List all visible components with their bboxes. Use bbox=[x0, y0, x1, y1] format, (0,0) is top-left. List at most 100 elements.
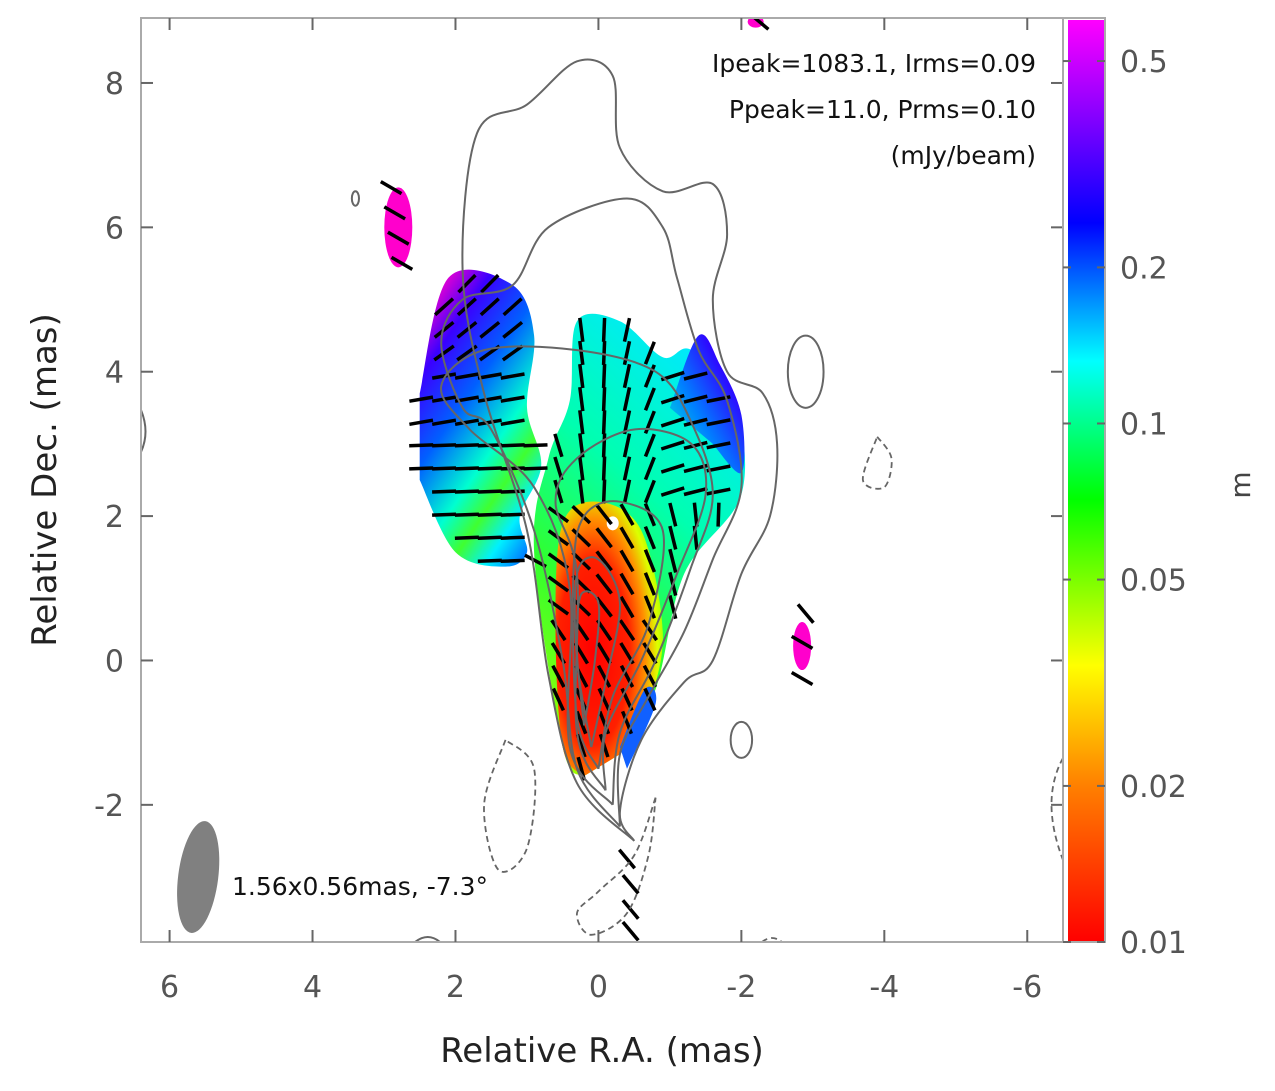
contour-edge-right bbox=[1050, 757, 1063, 861]
contour-level-7 bbox=[575, 590, 601, 726]
evpa-vector bbox=[409, 395, 434, 403]
contour-edge-left bbox=[141, 409, 147, 453]
evpa-vector bbox=[500, 372, 525, 380]
contour-edge-bottom-1 bbox=[414, 936, 441, 942]
evpa-vector bbox=[578, 363, 585, 389]
evpa-vector bbox=[601, 387, 607, 412]
evpa-vector bbox=[668, 548, 678, 573]
evpa-vector bbox=[622, 317, 632, 342]
evpa-vector bbox=[683, 371, 708, 381]
evpa-vector bbox=[500, 395, 525, 403]
evpa-vector bbox=[454, 372, 479, 380]
evpa-vector bbox=[619, 595, 635, 619]
annotation-line-1: Ipeak=1083.1, Irms=0.09 bbox=[712, 49, 1036, 78]
evpa-vector bbox=[619, 503, 635, 526]
y-tick-label: 0 bbox=[105, 644, 124, 679]
evpa-vector bbox=[571, 505, 592, 525]
y-axis-ticks: 8 6 4 2 0 -2 bbox=[94, 67, 1063, 824]
evpa-vector bbox=[642, 664, 658, 688]
colorbar-tick-label: 0.5 bbox=[1120, 45, 1168, 80]
evpa-vector bbox=[601, 456, 607, 481]
evpa-vector bbox=[660, 440, 685, 451]
negative-contour-3 bbox=[861, 436, 893, 490]
evpa-vector bbox=[578, 479, 585, 504]
evpa-vector bbox=[523, 466, 548, 471]
beam-shape bbox=[177, 821, 220, 933]
colorbar-tick-label: 0.02 bbox=[1120, 770, 1187, 805]
contour-island-2 bbox=[729, 720, 754, 759]
evpa-vector bbox=[454, 418, 479, 427]
evpa-vector bbox=[642, 642, 658, 665]
evpa-vector bbox=[621, 899, 640, 920]
colorbar-frame bbox=[1062, 17, 1106, 943]
evpa-vector bbox=[692, 502, 699, 527]
evpa-vector bbox=[477, 466, 502, 471]
evpa-vector bbox=[390, 255, 414, 271]
evpa-vector bbox=[643, 525, 657, 550]
colorbar-tick-label: 0.2 bbox=[1120, 251, 1168, 286]
evpa-vector bbox=[601, 410, 607, 435]
evpa-vector bbox=[501, 344, 524, 362]
evpa-vector bbox=[409, 443, 434, 448]
pol-region-tail bbox=[619, 686, 657, 769]
evpa-vector bbox=[477, 372, 502, 380]
annotation-line-2: Ppeak=11.0, Prms=0.10 bbox=[729, 95, 1036, 124]
colorbar-tick-label: 0.01 bbox=[1120, 926, 1187, 961]
y-tick-label: 8 bbox=[105, 67, 124, 102]
total-intensity-contours bbox=[141, 58, 1063, 942]
evpa-vector bbox=[454, 512, 479, 517]
colorbar-ticks: 0.01 0.02 0.05 0.1 0.2 0.5 bbox=[1063, 45, 1187, 961]
evpa-vector bbox=[578, 340, 585, 366]
evpa-vector bbox=[622, 410, 632, 435]
evpa-vector bbox=[668, 502, 678, 527]
evpa-vector bbox=[622, 363, 632, 389]
evpa-vector bbox=[643, 433, 656, 458]
evpa-vector bbox=[456, 297, 477, 317]
x-tick-label: 4 bbox=[303, 970, 322, 1005]
evpa-vector bbox=[551, 687, 565, 712]
evpa-vector bbox=[431, 372, 457, 380]
beam-label: 1.56x0.56mas, -7.3° bbox=[232, 872, 488, 901]
evpa-vector bbox=[454, 443, 479, 448]
evpa-vector bbox=[660, 416, 685, 428]
evpa-vector bbox=[500, 512, 525, 517]
pol-region-west bbox=[669, 334, 745, 474]
evpa-vector bbox=[578, 386, 585, 412]
evpa-vector bbox=[477, 558, 502, 564]
evpa-vector bbox=[596, 642, 612, 665]
x-tick-label: -6 bbox=[1012, 970, 1042, 1005]
y-tick-label: 2 bbox=[105, 500, 124, 535]
beam-ellipse bbox=[177, 821, 220, 933]
evpa-vector bbox=[660, 393, 685, 405]
evpa-vector bbox=[595, 573, 613, 595]
y-axis-title: Relative Dec. (mas) bbox=[25, 313, 65, 647]
x-tick-label: 2 bbox=[446, 970, 465, 1005]
evpa-vector bbox=[457, 273, 477, 294]
evpa-vector bbox=[500, 466, 525, 471]
evpa-vector bbox=[597, 687, 611, 712]
evpa-vector bbox=[622, 433, 632, 458]
y-tick-label: 4 bbox=[105, 356, 124, 391]
contour-level-5 bbox=[571, 500, 665, 770]
contour-level-1 bbox=[461, 58, 779, 842]
fractional-polarization-heatmap bbox=[384, 18, 812, 776]
contour-island-1 bbox=[786, 334, 825, 409]
y-tick-label: -2 bbox=[94, 789, 124, 824]
evpa-vector bbox=[578, 317, 585, 343]
evpa-vector bbox=[683, 440, 708, 450]
evpa-vector bbox=[578, 456, 585, 481]
plot-area: 6 4 2 0 -2 -4 -6 8 6 4 2 0 -2 bbox=[94, 17, 1064, 1005]
evpa-vector bbox=[618, 619, 636, 642]
evpa-vector bbox=[409, 418, 434, 427]
evpa-vector bbox=[621, 873, 640, 895]
y-tick-label: 6 bbox=[105, 211, 124, 246]
evpa-vector bbox=[619, 549, 635, 573]
evpa-vector bbox=[706, 441, 731, 450]
evpa-vector bbox=[706, 418, 731, 427]
x-tick-label: 0 bbox=[589, 970, 608, 1005]
evpa-vector bbox=[433, 297, 455, 317]
evpa-vector bbox=[643, 549, 657, 573]
evpa-vector bbox=[550, 619, 567, 642]
evpa-vector bbox=[575, 710, 588, 735]
evpa-vector bbox=[387, 230, 410, 246]
